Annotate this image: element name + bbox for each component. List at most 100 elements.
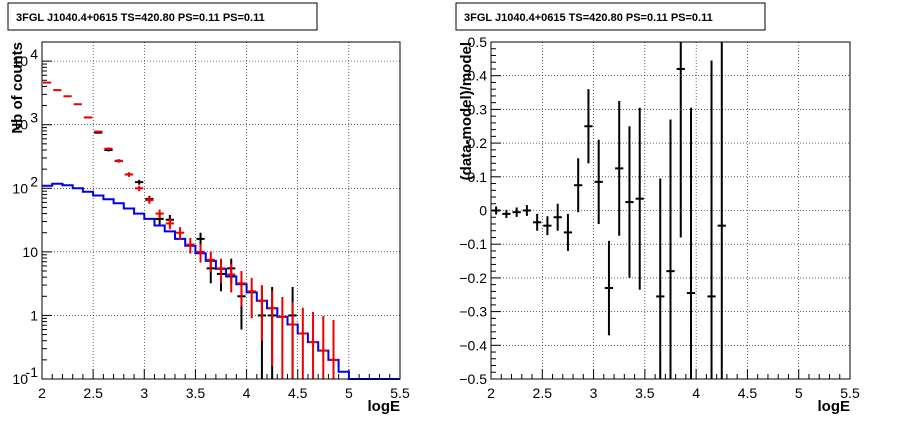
sum-point	[247, 277, 256, 319]
y-tick-label: 10	[22, 244, 38, 260]
x-tick-label: 4	[692, 385, 700, 401]
sum-point	[268, 290, 277, 367]
y-tick-label: 0.1	[468, 169, 488, 185]
sum-point	[216, 258, 226, 284]
y-tick-label: −0.1	[459, 236, 487, 252]
plot-frame	[490, 41, 851, 380]
y-tick-exponent: 4	[30, 46, 38, 62]
residuals-point	[553, 203, 562, 231]
sum-point	[165, 218, 174, 230]
sum-point	[319, 315, 328, 379]
sum-point	[114, 159, 123, 163]
residuals-panel: 3FGL J1040.4+0615 TS=420.80 PS=0.11 PS=0…	[455, 2, 860, 415]
title-box	[455, 2, 766, 31]
sum-point	[186, 237, 195, 254]
x-axis-label: logE	[368, 398, 401, 415]
x-tick-label: 2.5	[83, 385, 103, 401]
residuals-point	[543, 216, 552, 236]
chart-title: 3FGL J1040.4+0615 TS=420.80 PS=0.11 PS=0…	[464, 12, 713, 24]
y-tick-label: −0.3	[459, 304, 487, 320]
residuals-point	[594, 139, 603, 224]
x-tick-label: 2.5	[533, 385, 553, 401]
x-tick-label: 3	[590, 385, 598, 401]
sum-point	[278, 296, 287, 379]
residuals-point	[522, 205, 532, 216]
x-axis-label: logE	[818, 398, 851, 415]
x-tick-label: 4.5	[288, 385, 308, 401]
residuals-point	[717, 42, 726, 379]
sum-point	[237, 270, 246, 307]
sum-point	[104, 147, 113, 151]
y-tick-exponent: 3	[30, 110, 38, 126]
chart-title: 3FGL J1040.4+0615 TS=420.80 PS=0.11 PS=0…	[16, 12, 265, 24]
title-box	[7, 2, 318, 31]
x-tick-label: 3.5	[186, 385, 206, 401]
residuals-point	[563, 213, 573, 251]
sum-point	[94, 130, 103, 133]
residuals-point	[584, 89, 593, 164]
x-tick-label: 4	[243, 385, 251, 401]
residuals-point	[707, 60, 716, 379]
x-tick-label: 5.5	[390, 385, 410, 401]
plot-frame	[41, 41, 401, 380]
x-tick-label: 3.5	[635, 385, 655, 401]
sum-point	[73, 103, 82, 106]
residuals-point	[492, 206, 501, 215]
sum-point	[288, 302, 297, 379]
y-tick-label: 10	[12, 180, 28, 196]
sum-point	[227, 263, 236, 293]
x-tick-label: 2	[38, 385, 46, 401]
sum-point	[43, 81, 52, 84]
sum-point	[298, 307, 307, 379]
residuals-point	[574, 158, 583, 213]
sum-point	[257, 285, 267, 341]
residuals-point	[635, 107, 644, 290]
y-tick-label: 0.2	[468, 135, 488, 151]
residuals-point	[666, 119, 675, 379]
residuals-point	[625, 126, 634, 278]
residuals-point	[604, 240, 614, 336]
y-tick-exponent: -1	[26, 364, 39, 380]
y-tick-label: −0.5	[459, 371, 487, 387]
y-axis-label: Nb of counts	[9, 42, 26, 134]
x-tick-label: 5	[345, 385, 353, 401]
y-tick-label: 0.3	[468, 101, 488, 117]
y-tick-label: 10	[12, 53, 28, 69]
sum-point	[145, 196, 154, 204]
x-tick-label: 4.5	[738, 385, 758, 401]
counts-panel: 3FGL J1040.4+0615 TS=420.80 PS=0.11 PS=0…	[7, 2, 410, 415]
sum-point	[155, 209, 164, 219]
sum-point	[175, 227, 185, 240]
y-tick-label: 0.5	[468, 34, 488, 50]
y-tick-label: 10	[12, 117, 28, 133]
data-point	[135, 179, 144, 185]
residuals-point	[512, 207, 521, 217]
x-tick-label: 2	[487, 385, 495, 401]
residuals-point	[686, 107, 696, 379]
residuals-point	[533, 213, 542, 231]
x-tick-label: 3	[140, 385, 148, 401]
residuals-point	[656, 178, 665, 379]
sum-point	[135, 185, 144, 192]
residuals-point	[615, 100, 624, 236]
sum-point	[329, 319, 338, 379]
y-tick-label: 10	[12, 371, 28, 387]
residuals-point	[502, 209, 511, 218]
sum-point	[124, 172, 134, 177]
sum-point	[63, 95, 72, 98]
y-tick-label: 0	[479, 203, 487, 219]
y-tick-label: 1	[30, 307, 38, 323]
sum-point	[53, 89, 62, 92]
sum-point	[308, 312, 318, 379]
y-tick-exponent: 2	[30, 173, 38, 189]
x-tick-label: 5.5	[840, 385, 860, 401]
sum-point	[83, 116, 93, 119]
x-tick-label: 5	[795, 385, 803, 401]
y-tick-label: −0.2	[459, 270, 487, 286]
sum-point	[206, 251, 215, 273]
y-axis-label: (data-model)/model	[458, 42, 475, 180]
residuals-point	[676, 42, 685, 238]
sum-point	[196, 244, 205, 263]
y-tick-label: 0.4	[468, 68, 488, 84]
